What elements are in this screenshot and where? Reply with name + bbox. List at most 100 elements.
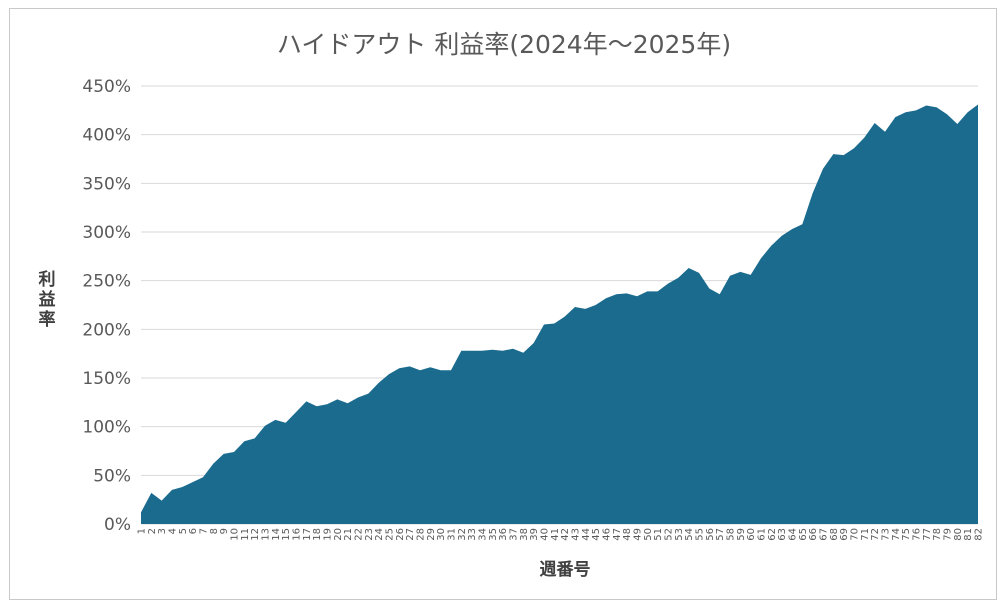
x-tick-label: 26	[395, 528, 406, 541]
x-tick-label: 22	[354, 528, 365, 541]
x-tick-label: 2	[147, 528, 158, 534]
x-tick-label: 15	[281, 528, 292, 541]
x-axis-label: 週番号	[540, 560, 591, 580]
x-tick-label: 79	[943, 528, 954, 541]
y-axis-ticks: 0% 50% 100% 150% 200% 250% 300% 350% 400% 450%	[82, 77, 131, 535]
y-tick-label: 250%	[82, 272, 131, 292]
x-tick-label: 53	[674, 528, 685, 541]
x-tick-label: 47	[612, 528, 623, 541]
x-tick-label: 25	[385, 528, 396, 541]
x-tick-label: 39	[529, 528, 540, 541]
x-tick-label: 8	[209, 528, 220, 534]
x-tick-label: 33	[467, 528, 478, 541]
y-tick-label: 50%	[93, 466, 131, 486]
chart-frame: ハイドアウト 利益率(2024年～2025年) 0% 50% 100% 150% 200…	[9, 8, 997, 600]
x-tick-label: 64	[788, 528, 799, 541]
x-tick-label: 3	[157, 528, 168, 534]
x-tick-label: 13	[261, 528, 272, 541]
x-tick-label: 18	[312, 528, 323, 541]
x-tick-label: 42	[560, 528, 571, 541]
x-tick-label: 46	[602, 528, 613, 541]
x-tick-label: 9	[219, 528, 230, 534]
x-tick-label: 65	[798, 528, 809, 541]
y-tick-label: 200%	[82, 320, 131, 340]
x-tick-label: 5	[178, 528, 189, 534]
x-tick-label: 40	[540, 528, 551, 541]
x-tick-label: 36	[498, 528, 509, 541]
x-tick-label: 78	[932, 528, 943, 541]
x-tick-label: 63	[777, 528, 788, 541]
x-tick-label: 67	[819, 528, 830, 541]
x-tick-label: 75	[901, 528, 912, 541]
y-tick-label: 300%	[82, 223, 131, 243]
x-tick-label: 72	[870, 528, 881, 541]
x-tick-label: 68	[829, 528, 840, 541]
x-tick-label: 52	[664, 528, 675, 541]
x-tick-label: 74	[891, 528, 902, 541]
x-tick-label: 81	[963, 528, 974, 541]
area-chart: ハイドアウト 利益率(2024年～2025年) 0%50%100%150%200…	[39, 30, 985, 580]
x-tick-label: 41	[550, 528, 561, 541]
x-axis-ticks: 1 2 3 4 5 6 7 8 9 10 11 12 13 14 15 16 17 18 19 20 21 22 23 24 2…	[137, 528, 985, 541]
x-tick-label: 37	[509, 528, 520, 541]
x-tick-label: 82	[974, 528, 985, 541]
x-tick-label: 23	[364, 528, 375, 541]
x-tick-label: 17	[302, 528, 313, 541]
x-tick-label: 11	[240, 528, 251, 541]
x-tick-label: 34	[478, 528, 489, 541]
area-fill	[141, 104, 978, 525]
x-tick-label: 30	[436, 528, 447, 541]
x-tick-label: 70	[850, 528, 861, 541]
x-tick-label: 55	[695, 528, 706, 541]
x-tick-label: 27	[405, 528, 416, 541]
y-tick-label: 450%	[82, 77, 131, 97]
x-tick-label: 56	[705, 528, 716, 541]
y-tick-label: 150%	[82, 369, 131, 389]
x-tick-label: 16	[292, 528, 303, 541]
x-tick-label: 19	[323, 528, 334, 541]
x-tick-label: 6	[188, 528, 199, 534]
x-tick-label: 71	[860, 528, 871, 541]
y-tick-label: 0%	[104, 515, 131, 535]
x-tick-label: 73	[881, 528, 892, 541]
x-tick-label: 45	[591, 528, 602, 541]
x-tick-label: 21	[343, 528, 354, 541]
x-tick-label: 54	[684, 528, 695, 541]
y-tick-label: 400%	[82, 126, 131, 146]
x-tick-label: 10	[230, 528, 241, 541]
x-tick-label: 61	[757, 528, 768, 541]
x-tick-label: 1	[137, 528, 148, 534]
x-tick-label: 57	[715, 528, 726, 541]
x-tick-label: 77	[922, 528, 933, 541]
x-tick-label: 31	[447, 528, 458, 541]
y-tick-label: 350%	[82, 174, 131, 194]
x-tick-label: 43	[571, 528, 582, 541]
x-tick-label: 28	[416, 528, 427, 541]
x-tick-label: 29	[426, 528, 437, 541]
x-tick-label: 60	[746, 528, 757, 541]
x-tick-label: 66	[808, 528, 819, 541]
x-tick-label: 69	[839, 528, 850, 541]
x-tick-label: 76	[912, 528, 923, 541]
x-tick-label: 44	[581, 528, 592, 541]
x-tick-label: 24	[374, 528, 385, 541]
x-tick-label: 20	[333, 528, 344, 541]
x-tick-label: 14	[271, 528, 282, 541]
y-axis-label: 利益率	[39, 269, 56, 330]
x-tick-label: 12	[250, 528, 261, 541]
x-tick-label: 51	[653, 528, 664, 541]
x-tick-label: 32	[457, 528, 468, 541]
x-tick-label: 7	[199, 528, 210, 534]
x-tick-label: 58	[726, 528, 737, 541]
x-tick-label: 62	[767, 528, 778, 541]
x-tick-label: 35	[488, 528, 499, 541]
area-series	[140, 104, 979, 525]
x-tick-label: 80	[953, 528, 964, 541]
x-tick-label: 50	[643, 528, 654, 541]
y-tick-label: 100%	[82, 418, 131, 438]
x-tick-label: 4	[168, 528, 179, 534]
x-tick-label: 48	[622, 528, 633, 541]
x-tick-label: 59	[736, 528, 747, 541]
x-tick-label: 38	[519, 528, 530, 541]
x-tick-label: 49	[633, 528, 644, 541]
